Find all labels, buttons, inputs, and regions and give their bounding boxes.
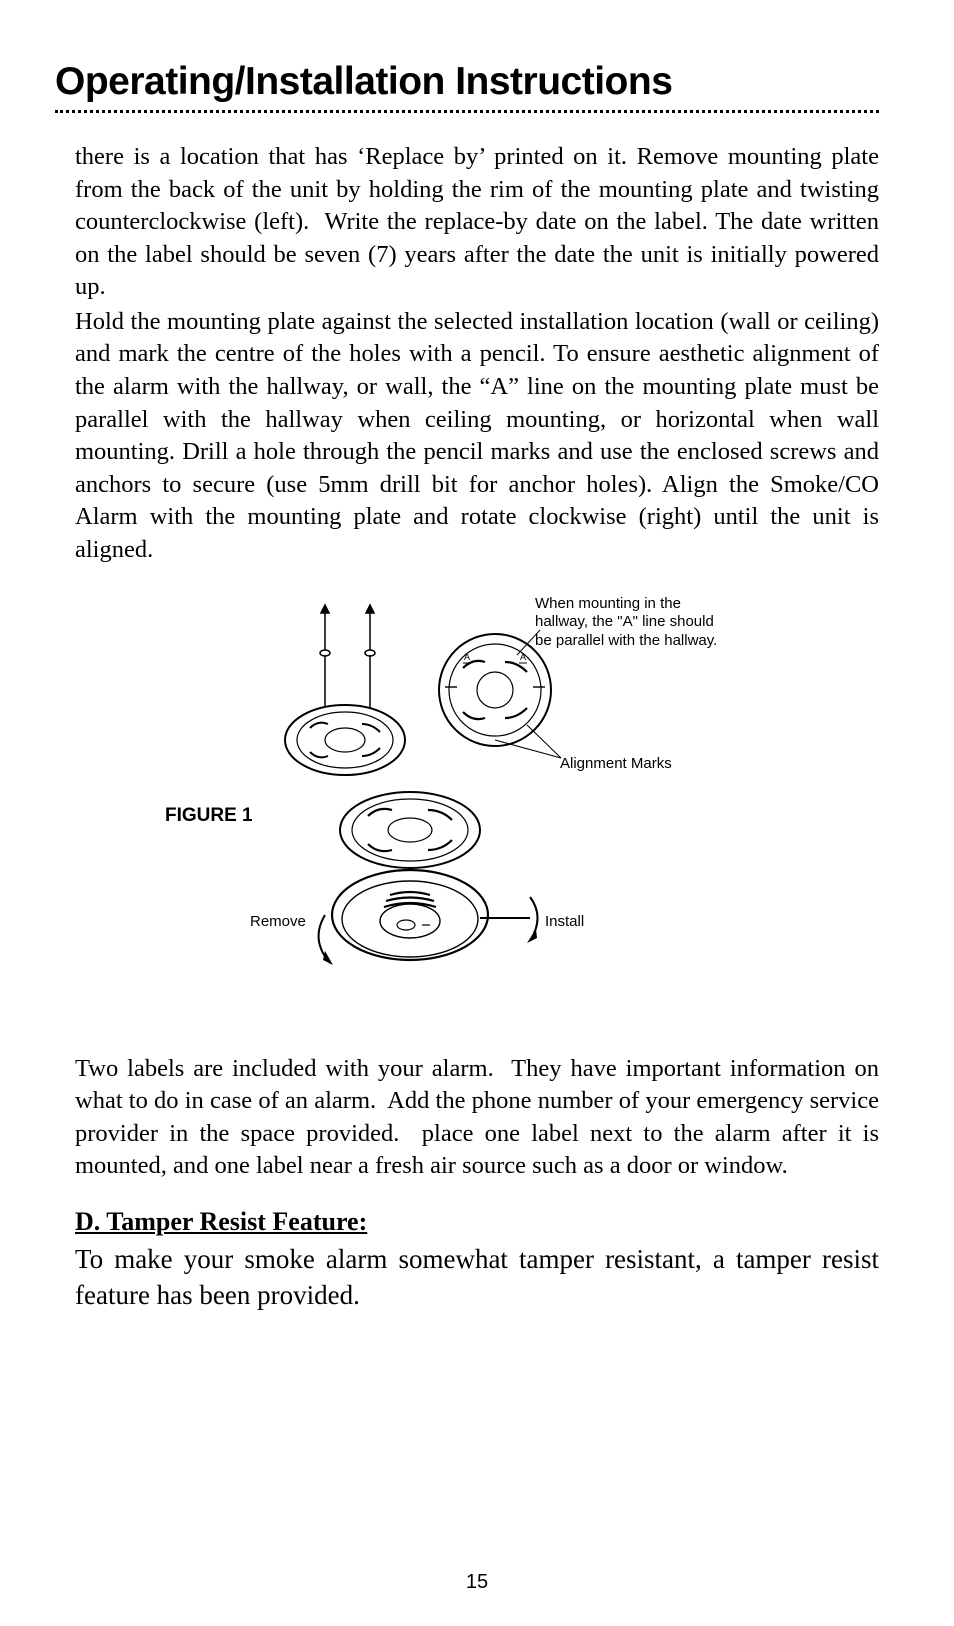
section-d-heading: D. Tamper Resist Feature: — [75, 1207, 879, 1237]
page-number: 15 — [0, 1571, 954, 1594]
paragraph-1: there is a location that has ‘Replace by… — [75, 141, 879, 304]
dotted-divider — [55, 110, 879, 113]
paragraph-2: Hold the mounting plate against the sele… — [75, 306, 879, 567]
svg-text:A: A — [464, 652, 470, 662]
page-heading: Operating/Installation Instructions — [55, 60, 879, 104]
mounting-diagram-svg: A A — [75, 595, 875, 1025]
svg-text:A: A — [520, 652, 526, 662]
figure-1: FIGURE 1 When mounting in the hallway, t… — [75, 595, 879, 1025]
section-d-body: To make your smoke alarm somewhat tamper… — [75, 1241, 879, 1314]
paragraph-3: Two labels are included with your alarm.… — [75, 1053, 879, 1183]
